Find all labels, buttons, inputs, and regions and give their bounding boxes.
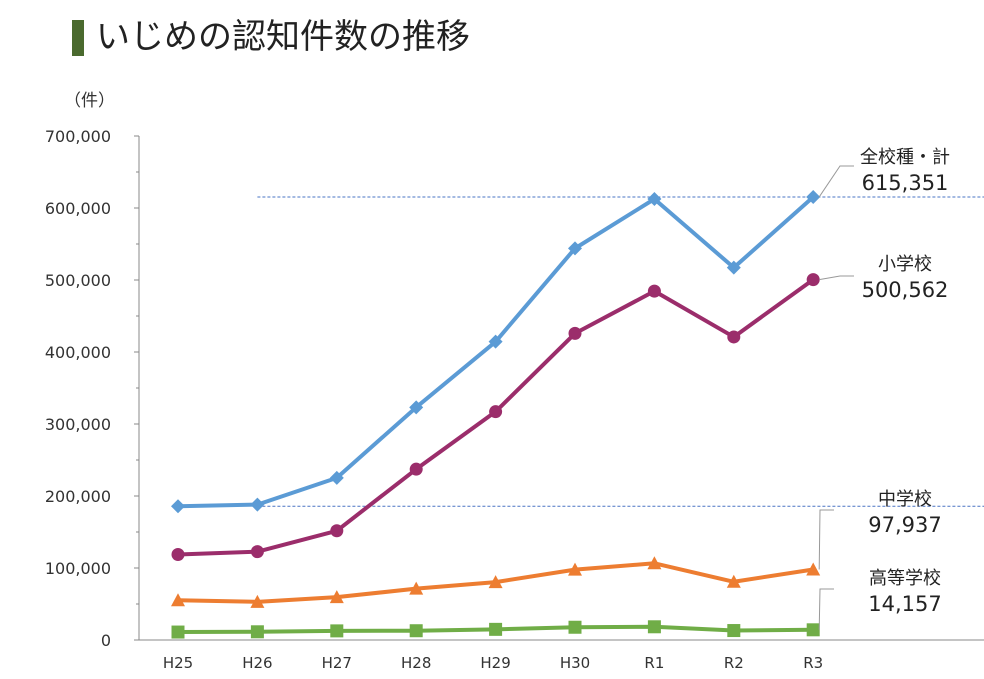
y-tick-label: 600,000	[45, 199, 111, 218]
data-point	[329, 590, 344, 604]
data-point	[489, 405, 503, 419]
x-tick-label: H25	[163, 654, 193, 672]
callout-leader	[818, 509, 834, 570]
callout-leader	[819, 275, 854, 281]
x-tick-label: H29	[480, 654, 510, 672]
callout-series-value: 97,937	[868, 513, 941, 537]
x-tick-label: H30	[560, 654, 590, 672]
callout-series-name: 小学校	[878, 254, 932, 275]
data-point	[647, 284, 661, 298]
data-point	[568, 241, 582, 256]
data-point	[568, 620, 582, 634]
chart-title: いじめの認知件数の推移	[96, 17, 470, 57]
data-point	[806, 273, 820, 287]
data-point	[409, 624, 423, 638]
callout-series-name: 中学校	[878, 489, 932, 510]
data-point	[330, 624, 344, 638]
y-tick-label: 200,000	[45, 487, 111, 506]
callout-series-name: 高等学校	[869, 568, 941, 589]
data-point	[568, 326, 582, 340]
data-point	[250, 497, 265, 512]
data-point	[647, 192, 662, 207]
data-point	[726, 260, 741, 275]
y-axis-unit-label: （件）	[64, 91, 115, 111]
y-tick-label: 400,000	[45, 343, 111, 362]
data-point	[488, 575, 503, 589]
data-point	[250, 545, 264, 559]
data-point	[250, 625, 264, 639]
data-point	[727, 624, 741, 638]
data-point	[488, 334, 503, 349]
y-tick-label: 700,000	[45, 127, 111, 146]
y-tick-label: 100,000	[45, 559, 111, 578]
data-point	[250, 594, 265, 608]
callout-series-value: 500,562	[862, 278, 949, 302]
data-point	[806, 189, 821, 204]
data-point	[806, 623, 820, 637]
series-callouts: 全校種・計 615,351 小学校 500,562 中学校 97,937 高等学校 14,15…	[818, 147, 950, 630]
data-point	[409, 581, 424, 595]
x-tick-label: R1	[644, 654, 664, 672]
y-tick-label: 300,000	[45, 415, 111, 434]
x-tick-label: H26	[242, 654, 272, 672]
title-accent-bar	[72, 20, 84, 56]
y-tick-label: 0	[101, 631, 111, 650]
data-point	[171, 548, 185, 562]
data-point	[568, 562, 582, 576]
callout-leader	[818, 165, 854, 198]
data-point	[330, 524, 344, 538]
series-line	[177, 195, 815, 509]
series-group	[171, 189, 821, 639]
data-point	[329, 470, 344, 485]
data-point	[727, 330, 741, 344]
data-point	[409, 462, 423, 476]
series-3	[171, 620, 820, 639]
x-tick-label: R2	[724, 654, 744, 672]
callout-series-value: 615,351	[862, 171, 949, 195]
series-1	[171, 273, 820, 562]
y-tick-label: 500,000	[45, 271, 111, 290]
series-2	[171, 556, 821, 608]
x-tick-label: H27	[322, 654, 352, 672]
data-point	[171, 499, 185, 514]
data-point	[409, 400, 424, 415]
callout-leader	[818, 588, 834, 630]
data-point	[647, 556, 662, 570]
reference-lines	[257, 196, 984, 507]
x-tick-label: R3	[803, 654, 823, 672]
series-0	[171, 189, 821, 514]
data-point	[171, 625, 185, 639]
callout-series-value: 14,157	[868, 592, 941, 616]
data-point	[647, 620, 661, 634]
data-point	[806, 562, 821, 576]
chart-axes: 0 100,000 200,000 300,000 400,000 500,000 600,…	[45, 127, 984, 672]
callout-series-name: 全校種・計	[860, 147, 950, 168]
data-point	[489, 622, 503, 636]
x-tick-label: H28	[401, 654, 431, 672]
data-point	[726, 574, 741, 588]
data-point	[171, 593, 185, 607]
